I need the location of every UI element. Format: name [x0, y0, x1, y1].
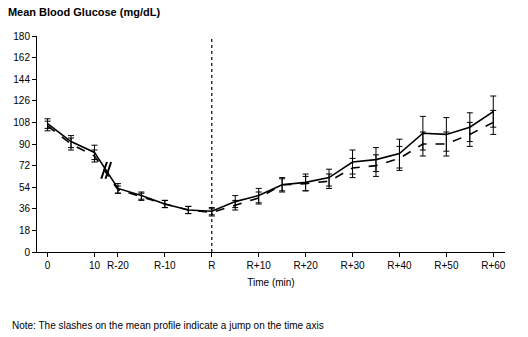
svg-text:72: 72 — [19, 160, 31, 171]
svg-text:R+60: R+60 — [481, 260, 506, 271]
svg-text:10: 10 — [89, 260, 101, 271]
svg-text:90: 90 — [19, 139, 31, 150]
svg-text:R+10: R+10 — [247, 260, 272, 271]
svg-text:R+20: R+20 — [294, 260, 319, 271]
svg-text:Time (min): Time (min) — [247, 277, 294, 288]
svg-text:126: 126 — [13, 95, 30, 106]
svg-text:R: R — [208, 260, 215, 271]
svg-text:Mean Blood Glucose (mg/dL): Mean Blood Glucose (mg/dL) — [8, 6, 161, 18]
svg-text:162: 162 — [13, 52, 30, 63]
svg-text:R-10: R-10 — [154, 260, 176, 271]
svg-text:R+40: R+40 — [387, 260, 412, 271]
svg-text:180: 180 — [13, 31, 30, 42]
svg-text:0: 0 — [45, 260, 51, 271]
svg-text:0: 0 — [24, 247, 30, 258]
svg-text:R+50: R+50 — [434, 260, 459, 271]
svg-text:R+30: R+30 — [340, 260, 365, 271]
svg-text:54: 54 — [19, 182, 31, 193]
svg-text:18: 18 — [19, 225, 31, 236]
svg-text:144: 144 — [13, 74, 30, 85]
svg-text:36: 36 — [19, 203, 31, 214]
svg-text:Note: The slashes on the mean: Note: The slashes on the mean profile in… — [12, 320, 324, 331]
svg-text:R-20: R-20 — [107, 260, 129, 271]
svg-text:108: 108 — [13, 117, 30, 128]
